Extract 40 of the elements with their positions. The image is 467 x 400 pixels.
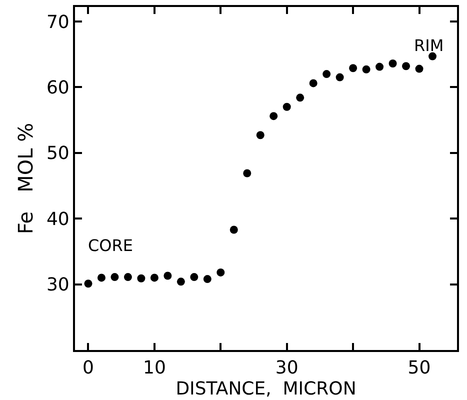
point [428,52,436,60]
annotation: RIM [414,36,444,55]
point [362,65,370,74]
point [243,169,252,178]
point [282,102,291,111]
x-tick-label: 50 [408,358,431,379]
point [137,274,146,282]
point [110,273,119,282]
point [216,268,225,276]
point [230,226,238,234]
point [150,274,158,282]
point [376,62,384,71]
point [190,273,198,282]
point [336,73,344,82]
y-tick-label: 60 [46,77,70,98]
point [84,280,92,288]
point [349,64,358,72]
point [203,275,212,284]
point [164,272,172,280]
y-tick-label: 70 [46,12,70,33]
x-tick-label: 10 [142,358,166,379]
point [402,62,410,70]
y-tick-label: 40 [46,208,70,230]
point [97,274,106,282]
x-tick-label: 0 [82,358,94,379]
point [124,273,132,282]
point [296,94,304,102]
point [309,79,318,88]
point [270,112,278,120]
point [322,70,331,78]
y-tick-label: 50 [46,143,70,164]
annotation: CORE [88,236,133,255]
y-axis-title: Fe MOL % [13,122,38,234]
point [256,131,264,140]
point [388,60,397,68]
y-tick-label: 30 [46,274,70,296]
x-tick-label: 30 [275,358,298,379]
point [415,64,424,73]
x-axis-title: DISTANCE, MICRON [176,378,356,400]
point [176,278,185,286]
